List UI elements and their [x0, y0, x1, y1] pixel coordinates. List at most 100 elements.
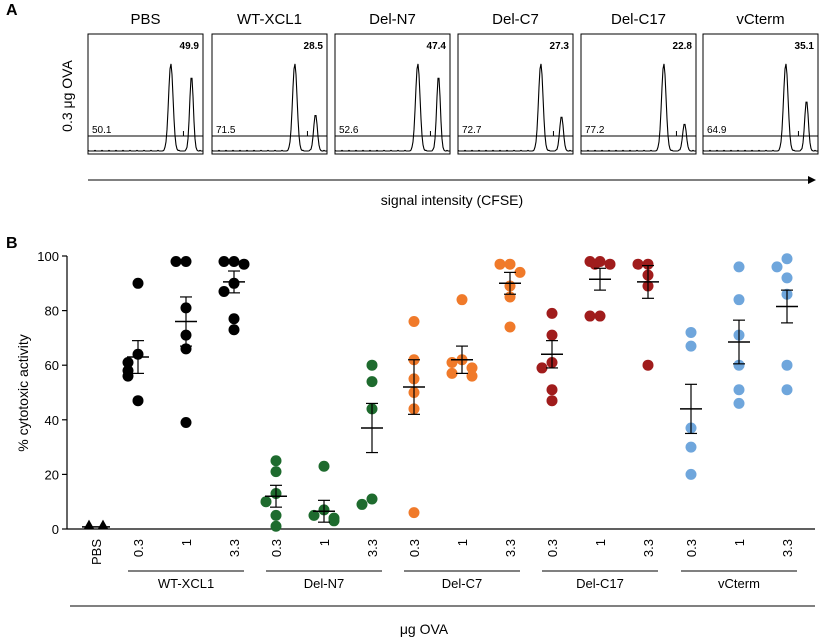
data-point: [466, 362, 478, 374]
panel-a-ylabel: 0.3 μg OVA: [59, 60, 75, 132]
data-point: [308, 509, 320, 521]
left-population-value: 52.6: [339, 125, 359, 136]
y-tick-label: 60: [45, 358, 59, 373]
histogram-frame: [457, 33, 574, 155]
data-point: [504, 321, 516, 333]
data-point: [546, 329, 558, 341]
data-point: [270, 520, 282, 532]
x-tick-label-dose: 1: [317, 539, 332, 546]
data-point: [685, 326, 697, 338]
data-point: [781, 384, 793, 396]
data-point: [546, 384, 558, 396]
histogram-2: WT-XCL1 71.5 28.5: [211, 11, 328, 155]
histogram-frame: [87, 33, 204, 155]
x-tick-label-dose: 3.3: [503, 539, 518, 557]
x-tick-label-dose: 0.3: [407, 539, 422, 557]
x-tick-label-dose: 1: [732, 539, 747, 546]
data-point: [546, 395, 558, 407]
data-point: [642, 359, 654, 371]
data-point: [456, 294, 468, 306]
x-tick-label-dose: 1: [593, 539, 608, 546]
histogram-title: vCterm: [736, 11, 784, 28]
histogram-1: PBS 50.1 49.9: [87, 11, 204, 155]
y-tick-label: 0: [52, 522, 59, 537]
histogram-curve: [211, 63, 327, 152]
x-tick-label-dose: 0.3: [269, 539, 284, 557]
histogram-title: Del-N7: [369, 11, 416, 28]
left-population-value: 50.1: [92, 125, 112, 136]
x-tick-label-dose: 3.3: [227, 539, 242, 557]
x-tick-label-dose: 3.3: [365, 539, 380, 557]
histogram-curve: [87, 63, 203, 152]
data-point: [408, 507, 420, 519]
data-point: [781, 272, 793, 284]
histogram-frame: [580, 33, 697, 155]
y-tick-label: 100: [37, 249, 59, 264]
data-point: [733, 384, 745, 396]
data-point: [594, 310, 606, 322]
data-point: [536, 362, 548, 374]
left-population-value: 77.2: [585, 125, 605, 136]
histogram-3: Del-N7 52.6 47.4: [334, 11, 451, 155]
group-label: Del-C7: [442, 576, 482, 591]
data-point: [218, 255, 230, 267]
data-point: [270, 455, 282, 467]
x-axis-label: μg OVA: [400, 621, 449, 637]
data-point: [733, 261, 745, 273]
right-population-value: 28.5: [304, 41, 324, 52]
data-point: [270, 509, 282, 521]
data-point: [771, 261, 783, 273]
left-population-value: 72.7: [462, 125, 482, 136]
data-point: [356, 498, 368, 510]
right-population-value: 47.4: [427, 41, 447, 52]
x-tick-label-dose: 1: [179, 539, 194, 546]
histogram-frame: [334, 33, 451, 155]
data-point: [132, 395, 144, 407]
data-point: [218, 285, 230, 297]
histogram-curve: [702, 63, 818, 152]
data-point: [781, 359, 793, 371]
data-point: [632, 258, 644, 270]
data-point: [408, 316, 420, 328]
x-tick-label-dose: 3.3: [641, 539, 656, 557]
group-label: vCterm: [718, 576, 760, 591]
histogram-6: vCterm 64.9 35.1: [702, 11, 819, 155]
data-point: [466, 370, 478, 382]
histogram-row: PBS 50.1 49.9 WT-XCL1 71.5 28.5 Del-N7 52.6 47.4…: [87, 11, 819, 155]
data-point: [604, 258, 616, 270]
data-point: [504, 258, 516, 270]
x-tick-label-dose: 0.3: [684, 539, 699, 557]
data-point: [180, 417, 192, 429]
left-population-value: 64.9: [707, 125, 727, 136]
data-point: [494, 258, 506, 270]
data-point: [584, 310, 596, 322]
histogram-4: Del-C7 72.7 27.3: [457, 11, 574, 155]
panel-b-letter: B: [6, 235, 18, 252]
data-point: [446, 367, 458, 379]
data-point: [685, 441, 697, 453]
data-point: [781, 253, 793, 265]
group-label: WT-XCL1: [158, 576, 214, 591]
histogram-title: WT-XCL1: [237, 11, 302, 28]
group-label: Del-N7: [304, 576, 344, 591]
data-point: [318, 460, 330, 472]
right-population-value: 27.3: [550, 41, 570, 52]
y-tick-label: 20: [45, 467, 59, 482]
x-tick-label-dose: 0.3: [131, 539, 146, 557]
x-tick-label-dose: 1: [455, 539, 470, 546]
data-point: [122, 370, 134, 382]
data-point: [366, 359, 378, 371]
data-point: [228, 255, 240, 267]
y-axis-label: % cytotoxic activity: [15, 334, 31, 451]
data-point: [546, 307, 558, 319]
histogram-curve: [580, 63, 696, 152]
histogram-frame: [702, 33, 819, 155]
data-point: [228, 313, 240, 325]
group-label: Del-C17: [576, 576, 624, 591]
y-tick-label: 40: [45, 413, 59, 428]
data-point: [514, 266, 526, 278]
right-population-value: 49.9: [180, 41, 200, 52]
panel-a-xlabel: signal intensity (CFSE): [381, 192, 523, 208]
right-population-value: 22.8: [673, 41, 693, 52]
